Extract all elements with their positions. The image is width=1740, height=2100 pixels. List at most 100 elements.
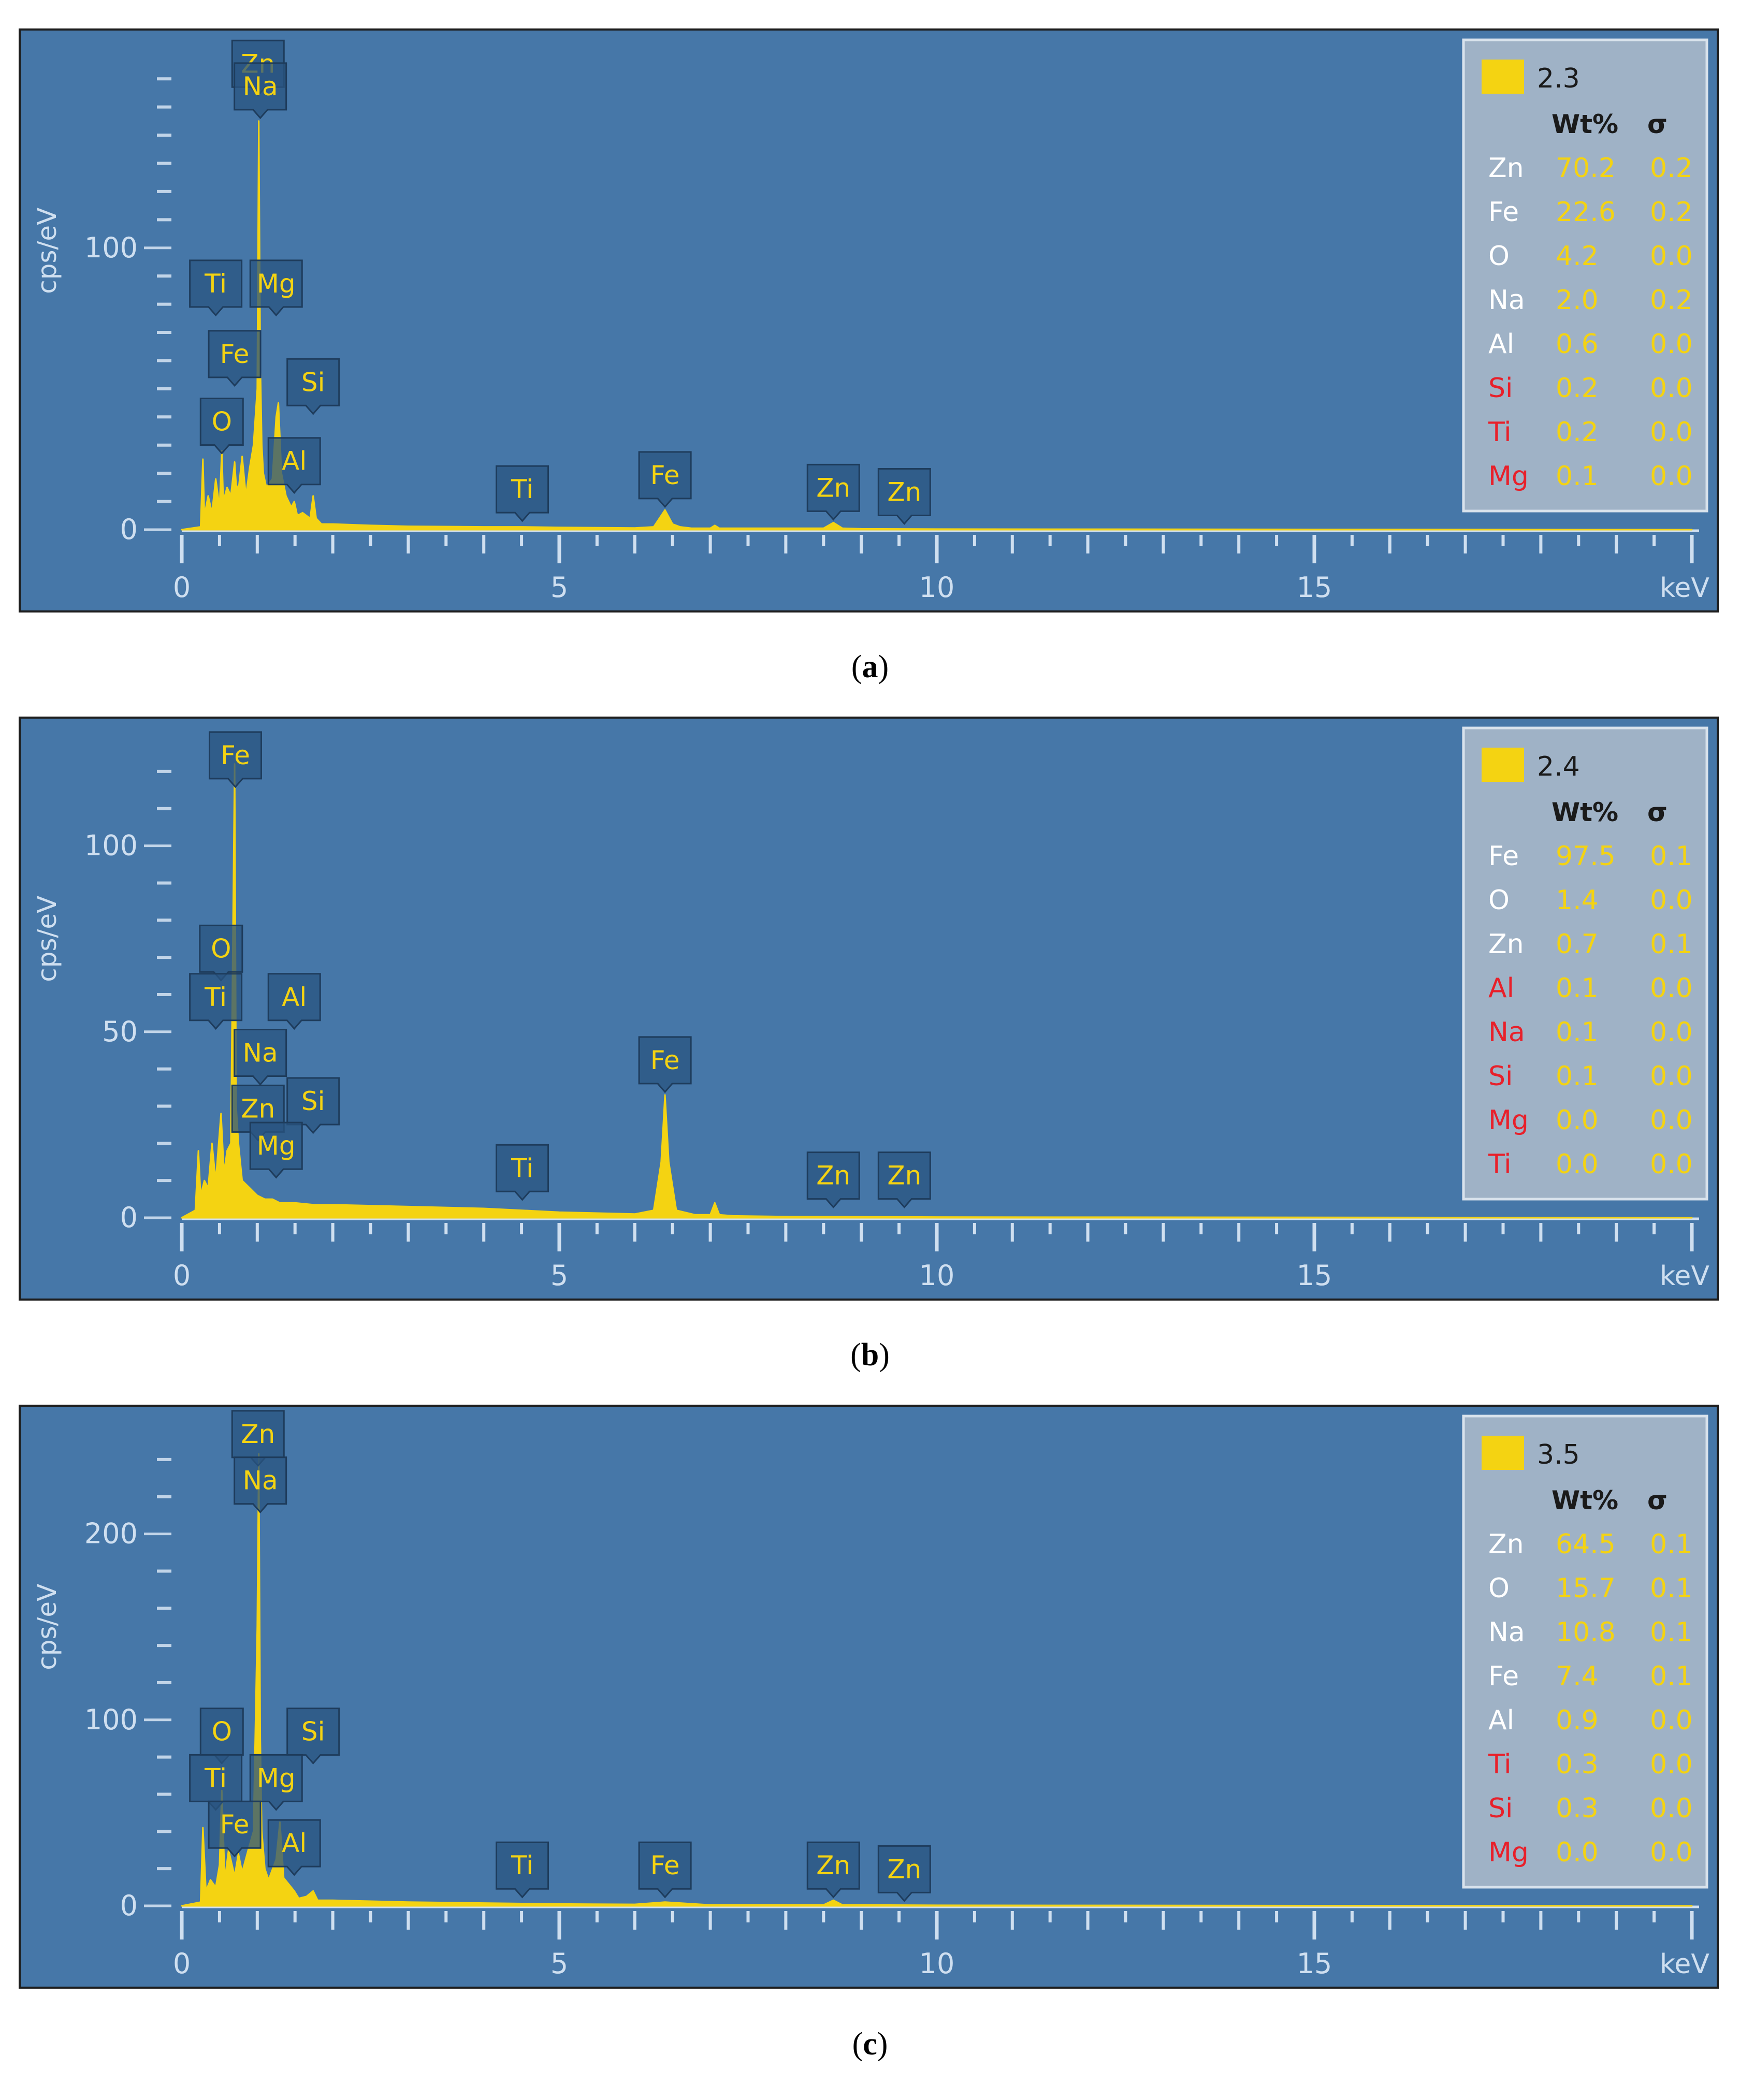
peak-label-text: Al	[282, 1828, 307, 1858]
peak-label-text: Zn	[887, 1161, 921, 1191]
legend-element: Si	[1488, 1061, 1513, 1092]
legend-box	[1462, 38, 1708, 513]
spectrum-panel-b: 0 50 100 cps/eV 0 5 10 15 keV Fe O Ti Al Na Zn Si Mg Ti Fe…	[19, 717, 1719, 1301]
legend-element: Ti	[1488, 1149, 1512, 1180]
spectrum-series	[181, 120, 1693, 531]
peak-label-text: Ti	[204, 982, 227, 1012]
spectrum-series	[181, 763, 1693, 1219]
peak-label-fe: Fe	[638, 451, 692, 508]
peak-label-al: Al	[267, 973, 321, 1030]
legend-series-label: 3.5	[1537, 1439, 1580, 1470]
x-tick-label: 15	[1297, 1947, 1332, 1980]
legend-wt-value: 0.0	[1556, 1837, 1599, 1868]
legend-element: Mg	[1488, 1105, 1529, 1136]
legend-wt-value: 7.4	[1556, 1661, 1599, 1692]
legend-element: Al	[1488, 329, 1514, 360]
legend-header-sigma: σ	[1647, 1485, 1668, 1515]
legend-header-sigma: σ	[1647, 797, 1668, 827]
x-tick-label: 10	[919, 1259, 955, 1292]
legend-sigma-value: 0.2	[1650, 197, 1693, 228]
peak-label-zn: Zn	[877, 1845, 931, 1902]
caption-c: (c)	[852, 2026, 888, 2062]
peak-label-text: Fe	[650, 1850, 680, 1880]
peak-label-text: Fe	[220, 1810, 250, 1840]
legend-element: O	[1488, 1573, 1510, 1604]
legend-wt-value: 97.5	[1556, 841, 1616, 872]
peak-label-text: Ti	[511, 1850, 533, 1880]
peak-label-text: Si	[301, 367, 325, 397]
peak-label-text: Zn	[816, 473, 850, 503]
peak-label-text: Zn	[816, 1850, 850, 1880]
legend-element: Fe	[1488, 1661, 1519, 1692]
legend-sigma-value: 0.0	[1650, 1705, 1693, 1736]
legend-sigma-value: 0.0	[1650, 417, 1693, 448]
peak-label-text: Na	[243, 1466, 278, 1496]
legend-element: Na	[1488, 285, 1525, 316]
legend-wt-value: 0.3	[1556, 1749, 1599, 1780]
legend-header-wt: Wt%	[1552, 1485, 1618, 1515]
peak-label-text: Ti	[204, 1763, 227, 1793]
x-axis-label: keV	[1660, 1949, 1709, 1980]
x-tick-label: 15	[1297, 571, 1332, 604]
legend-element: Si	[1488, 373, 1513, 404]
legend-element: Na	[1488, 1017, 1525, 1048]
peak-label-zn: Zn	[877, 468, 931, 525]
legend-element: Zn	[1488, 929, 1524, 960]
legend-wt-value: 0.3	[1556, 1793, 1599, 1824]
x-axis-label: keV	[1660, 1261, 1709, 1292]
x-axis-label: keV	[1660, 573, 1709, 604]
legend-wt-value: 22.6	[1556, 197, 1616, 228]
peak-label-text: Mg	[257, 1763, 296, 1793]
y-tick-label: 50	[102, 1015, 138, 1048]
legend-wt-value: 0.1	[1556, 973, 1599, 1004]
x-tick-label: 0	[173, 1947, 191, 1980]
legend-wt-value: 0.1	[1556, 1017, 1599, 1048]
legend-element: Al	[1488, 1705, 1514, 1736]
spectrum-panel-c: 0 100 200 cps/eV 0 5 10 15 keV Zn Na O Si Ti Mg Fe Al Ti F…	[19, 1405, 1719, 1989]
peak-label-text: Mg	[257, 1131, 296, 1161]
peak-label-na: Na	[234, 62, 287, 120]
legend-wt-value: 2.0	[1556, 285, 1599, 316]
legend-sigma-value: 0.2	[1650, 153, 1693, 184]
peak-label-text: Na	[243, 1038, 278, 1068]
peak-label-text: O	[212, 1717, 232, 1747]
y-axis-label: cps/eV	[32, 208, 62, 294]
legend-wt-value: 15.7	[1556, 1573, 1616, 1604]
peak-label-text: O	[211, 934, 231, 964]
peak-label-si: Si	[286, 358, 340, 415]
peak-label-zn: Zn	[877, 1151, 931, 1208]
peak-label-zn: Zn	[806, 1841, 860, 1899]
peak-label-fe: Fe	[638, 1036, 692, 1093]
legend-element: Ti	[1488, 1749, 1512, 1780]
x-tick-label: 10	[919, 1947, 955, 1980]
peak-label-o: O	[199, 1708, 244, 1764]
peak-label-ti: Ti	[189, 259, 243, 317]
peak-label-text: Fe	[221, 740, 250, 770]
legend-sigma-value: 0.0	[1650, 973, 1693, 1004]
peak-label-fe: Fe	[209, 731, 263, 789]
legend-wt-value: 0.1	[1556, 1061, 1599, 1092]
x-tick-label: 15	[1297, 1259, 1332, 1292]
legend-wt-value: 0.1	[1556, 461, 1599, 492]
legend-wt-value: 0.7	[1556, 929, 1599, 960]
peak-label-ti: Ti	[189, 1754, 243, 1811]
legend-element: O	[1488, 885, 1510, 916]
y-tick-label: 0	[120, 1201, 138, 1234]
caption-a: (a)	[851, 649, 889, 684]
legend-wt-value: 0.0	[1556, 1149, 1599, 1180]
peak-label-text: Zn	[241, 1093, 275, 1124]
legend-header-sigma: σ	[1647, 109, 1668, 139]
legend-series-label: 2.3	[1537, 63, 1580, 94]
legend-wt-value: 1.4	[1556, 885, 1599, 916]
legend-sigma-value: 0.0	[1650, 1061, 1693, 1092]
x-tick-label: 5	[550, 571, 568, 604]
peak-label-si: Si	[286, 1077, 340, 1134]
x-tick-label: 10	[919, 571, 955, 604]
legend-element: Na	[1488, 1617, 1525, 1648]
legend-sigma-value: 0.1	[1650, 1529, 1693, 1560]
y-tick-label: 0	[120, 1889, 138, 1922]
plot-background	[19, 1405, 1719, 1989]
legend-sigma-value: 0.0	[1650, 1105, 1693, 1136]
peak-label-o: O	[199, 924, 243, 982]
